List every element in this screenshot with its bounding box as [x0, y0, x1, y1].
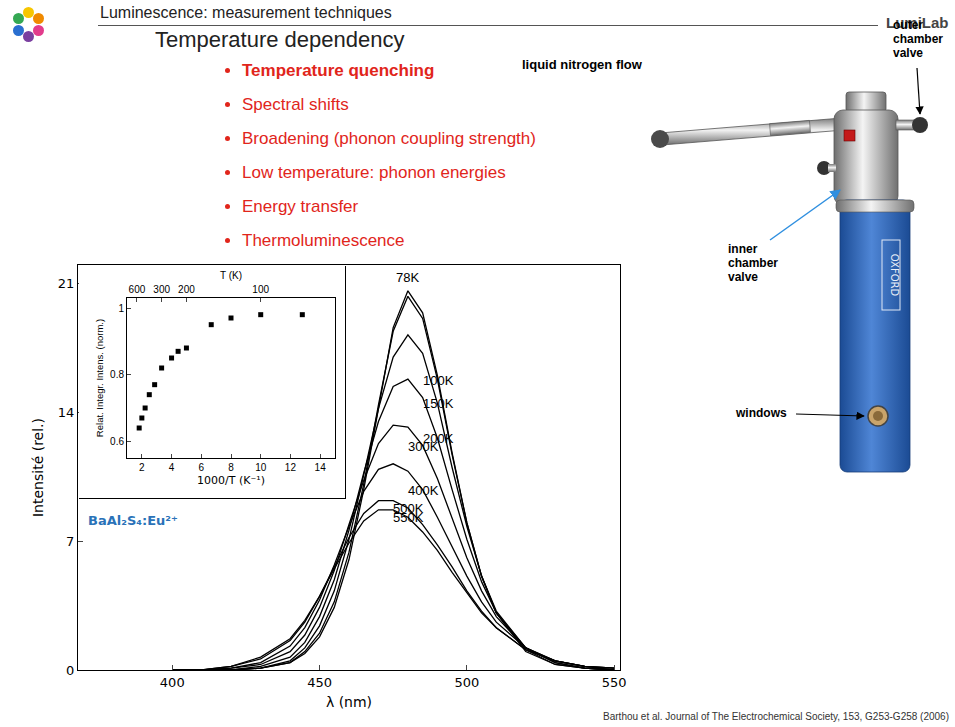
svg-text:14: 14 [315, 462, 327, 473]
svg-text:12: 12 [285, 462, 297, 473]
svg-text:7: 7 [66, 534, 74, 549]
html-text:Spectral shifts: Spectral shifts [242, 95, 349, 114]
svg-text:550K: 550K [393, 510, 424, 525]
svg-text:500K: 500K [393, 501, 424, 516]
svg-text:8: 8 [228, 462, 234, 473]
html-text:windows: windows [736, 406, 787, 420]
svg-text:0.6: 0.6 [110, 436, 124, 447]
svg-text:100K: 100K [423, 373, 454, 388]
svg-text:21: 21 [58, 276, 75, 291]
svg-text:Intensité (rel.): Intensité (rel.) [30, 418, 46, 517]
svg-text:0.8: 0.8 [110, 369, 124, 380]
svg-text:Relat. Integr. Intens. (norm.): Relat. Integr. Intens. (norm.) [94, 319, 105, 437]
svg-text:4: 4 [169, 462, 175, 473]
svg-text:200: 200 [178, 284, 195, 295]
svg-text:300K: 300K [408, 439, 439, 454]
svg-text:BaAl₂S₄:Eu²⁺: BaAl₂S₄:Eu²⁺ [88, 513, 178, 528]
html-text:Thermoluminescence: Thermoluminescence [242, 231, 405, 250]
html-text:Luminescence: measurement tech: Luminescence: measurement techniques [100, 4, 392, 21]
svg-text:300: 300 [153, 284, 170, 295]
svg-text:550: 550 [602, 675, 627, 690]
html-text:Energy transfer: Energy transfer [242, 197, 359, 216]
html-text:Barthou et al. Journal of The: Barthou et al. Journal of The Electroche… [603, 711, 949, 722]
html-text:liquid nitrogen flow: liquid nitrogen flow [522, 57, 642, 72]
svg-text:100: 100 [252, 284, 269, 295]
svg-text:600: 600 [129, 284, 146, 295]
svg-text:1000/T (K⁻¹): 1000/T (K⁻¹) [197, 474, 265, 487]
svg-text:400: 400 [160, 675, 185, 690]
svg-text:1: 1 [118, 303, 124, 314]
svg-text:200K: 200K [423, 431, 454, 446]
html-text:Low temperature: phonon energi: Low temperature: phonon energies [242, 163, 506, 182]
svg-text:400K: 400K [408, 483, 439, 498]
svg-text:0: 0 [66, 663, 74, 678]
html-text:inner chamber valve: inner chamber valve [728, 242, 778, 284]
html-text:Broadening (phonon coupling st: Broadening (phonon coupling strength) [242, 129, 536, 148]
svg-text:78K: 78K [396, 270, 419, 285]
svg-text:OXFORD: OXFORD [889, 254, 900, 297]
svg-text:λ (nm): λ (nm) [326, 694, 372, 710]
svg-text:6: 6 [199, 462, 205, 473]
svg-text:10: 10 [255, 462, 267, 473]
html-text:outer chamber valve: outer chamber valve [893, 18, 943, 60]
svg-text:150K: 150K [423, 396, 454, 411]
svg-text:500: 500 [454, 675, 479, 690]
html-text:Temperature quenching: Temperature quenching [242, 61, 435, 80]
svg-text:2: 2 [139, 462, 145, 473]
html-text:LumiLab: LumiLab [886, 14, 949, 31]
html-text:Temperature dependency: Temperature dependency [155, 27, 405, 52]
svg-text:450: 450 [307, 675, 332, 690]
svg-text:14: 14 [58, 405, 75, 420]
svg-text:T (K): T (K) [220, 270, 242, 281]
